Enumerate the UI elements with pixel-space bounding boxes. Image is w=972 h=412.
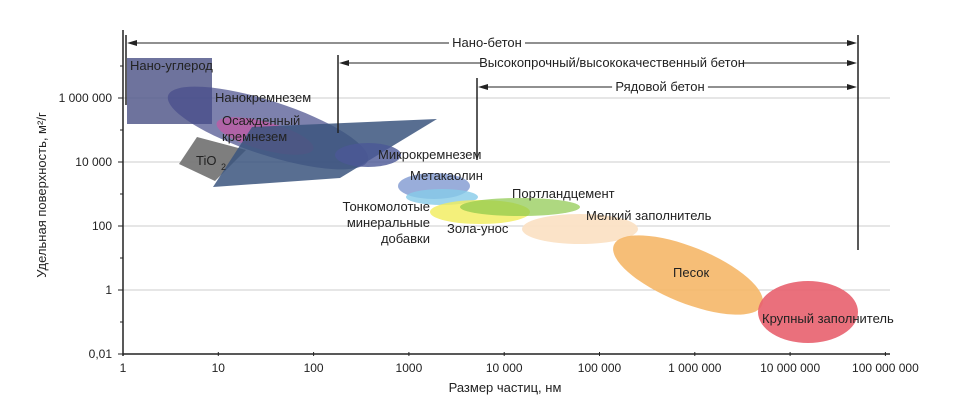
- mineral-additives-region: [406, 189, 478, 205]
- fine-aggregate-region: [522, 214, 638, 244]
- material-label: Крупный заполнитель: [762, 311, 894, 326]
- material-label: Осажденный: [222, 113, 300, 128]
- x-axis-label: Размер частиц, нм: [449, 380, 562, 395]
- y-axis-label: Удельная поверхность, м²/г: [34, 112, 49, 278]
- x-tick-label: 1 000 000: [668, 361, 722, 375]
- x-tick-label: 10 000 000: [760, 361, 820, 375]
- range-label-bg: [481, 55, 743, 71]
- range-label-bg: [449, 35, 525, 51]
- y-tick-label: 1 000 000: [59, 91, 113, 105]
- material-label: Мелкий заполнитель: [586, 208, 712, 223]
- arrow-left-icon: [339, 60, 349, 66]
- range-label: Высокопрочный/высококачественный бетон: [479, 55, 745, 70]
- material-label: Тонкомолотые: [343, 199, 430, 214]
- y-tick-label: 10 000: [75, 155, 112, 169]
- x-tick-label: 100: [304, 361, 324, 375]
- arrow-left-icon: [127, 40, 137, 46]
- sand-region: [613, 235, 763, 315]
- x-tick-label: 1000: [396, 361, 423, 375]
- portland-cement-region: [460, 198, 580, 216]
- tio2-region: [179, 137, 246, 181]
- x-tick-label: 100 000: [578, 361, 622, 375]
- material-label-line2: кремнезем: [222, 129, 287, 144]
- material-label-line2: минеральные: [347, 215, 430, 230]
- material-label: Микрокремнезем: [378, 147, 481, 162]
- material-label: Зола-унос: [447, 221, 509, 236]
- x-tick-label: 10 000: [486, 361, 523, 375]
- y-tick-label: 100: [92, 219, 112, 233]
- material-label: Песок: [673, 265, 709, 280]
- coarse-aggregate-region: [758, 281, 858, 343]
- arrow-left-icon: [478, 84, 488, 90]
- material-label: TiO: [196, 153, 216, 168]
- range-label: Рядовой бетон: [615, 79, 704, 94]
- microsilica-region: [335, 143, 401, 167]
- arrow-right-icon: [847, 40, 857, 46]
- material-label: Портландцемент: [512, 186, 615, 201]
- range-label: Нано-бетон: [452, 35, 522, 50]
- range-label-bg: [612, 79, 708, 95]
- x-tick-label: 10: [212, 361, 226, 375]
- material-label-subscript: 2: [221, 162, 226, 172]
- material-label: Нано-углерод: [130, 58, 213, 73]
- material-label: Метакаолин: [410, 168, 483, 183]
- y-tick-label: 0,01: [89, 347, 113, 361]
- material-label-line3: добавки: [381, 231, 430, 246]
- hp-concrete-region: [213, 119, 437, 187]
- arrow-right-icon: [847, 84, 857, 90]
- x-tick-label: 1: [120, 361, 127, 375]
- arrow-right-icon: [847, 60, 857, 66]
- y-tick-label: 1: [105, 283, 112, 297]
- material-label: Нанокремнезем: [215, 90, 311, 105]
- x-tick-label: 100 000 000: [852, 361, 919, 375]
